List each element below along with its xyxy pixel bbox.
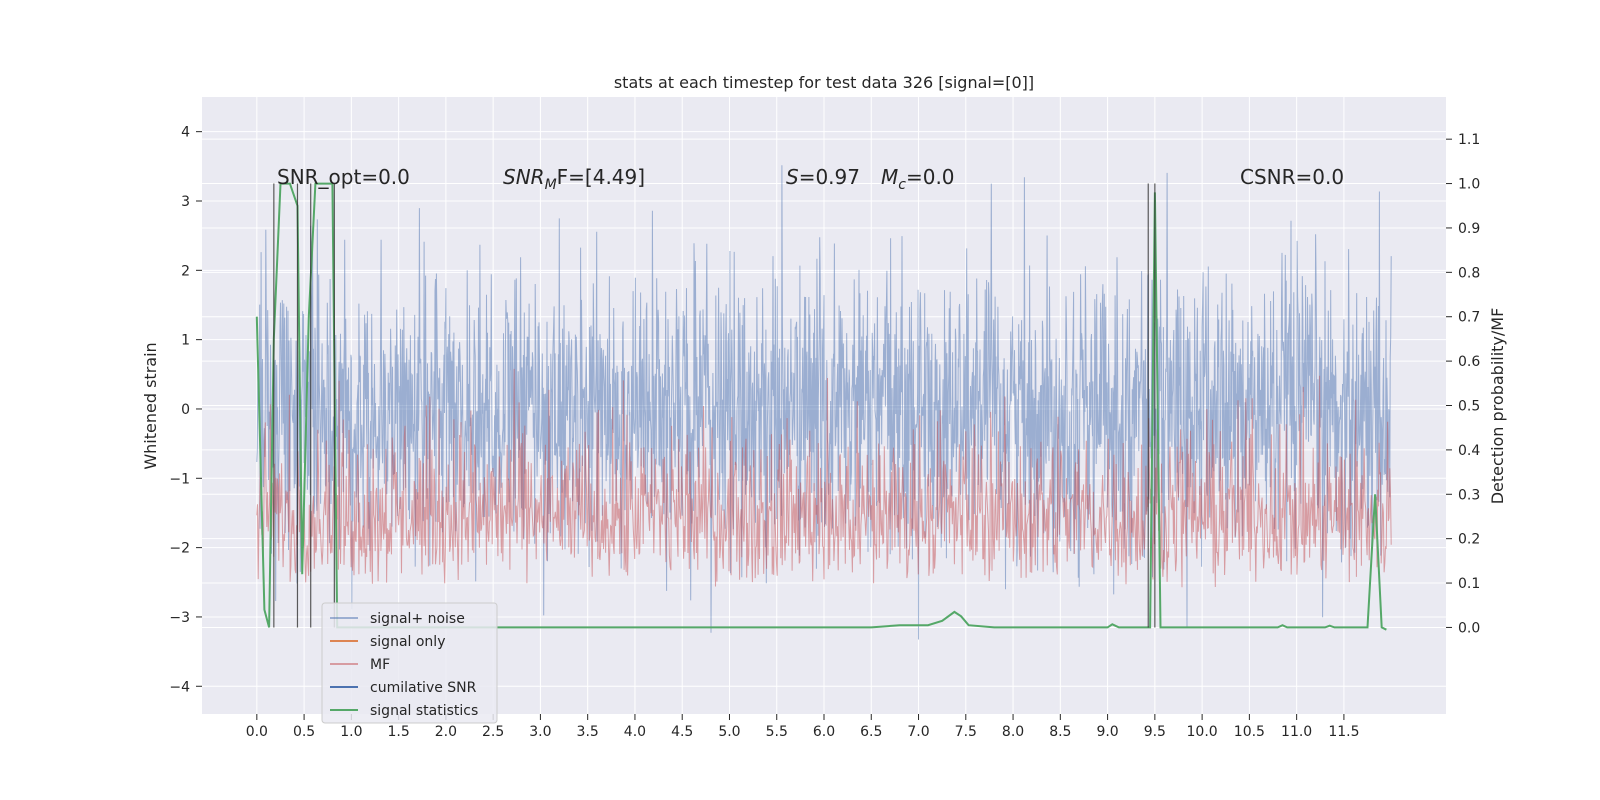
x-tick-label: 9.5 <box>1144 724 1166 740</box>
x-tick-label: 11.5 <box>1328 724 1359 740</box>
annotation-mc-sub: c <box>898 177 906 193</box>
annotation-s-value: =0.97 <box>799 165 860 189</box>
x-tick-label: 3.5 <box>577 724 599 740</box>
y-tick-label: −3 <box>169 610 190 626</box>
annotation-snr-mf: SNRMF=[4.49] <box>503 165 645 193</box>
x-tick-label: 3.0 <box>529 724 551 740</box>
x-tick-label: 7.5 <box>955 724 977 740</box>
annotation-snr-mf-base: SNR <box>503 165 545 189</box>
legend-label: MF <box>370 657 390 673</box>
x-tick-label: 8.0 <box>1002 724 1024 740</box>
x-tick-label: 6.5 <box>860 724 882 740</box>
x-tick-label: 1.0 <box>340 724 362 740</box>
legend-label: signal only <box>370 634 445 650</box>
y2-tick-label: 0.6 <box>1458 354 1480 370</box>
x-tick-label: 2.0 <box>435 724 457 740</box>
x-tick-label: 10.5 <box>1234 724 1265 740</box>
x-tick-label: 1.5 <box>387 724 409 740</box>
y2-tick-label: 0.1 <box>1458 576 1480 592</box>
y2-tick-label: 1.1 <box>1458 132 1480 148</box>
y2-tick-label: 0.7 <box>1458 310 1480 326</box>
y-tick-label: 3 <box>181 194 190 210</box>
y2-tick-label: 0.4 <box>1458 443 1480 459</box>
x-tick-label: 5.5 <box>766 724 788 740</box>
y2-tick-label: 0.8 <box>1458 265 1480 281</box>
series-layer <box>255 165 1392 640</box>
y2-tick-label: 0.2 <box>1458 532 1480 548</box>
y-tick-label: −1 <box>169 471 190 487</box>
axes: 0.0 0.5 1.0 1.5 2.0 2.5 3.0 3.5 4.0 4.5 5.0 5.5 6.0 6… <box>169 125 1480 740</box>
annotation-snr-mf-rest: F=[4.49] <box>557 165 645 189</box>
annotation-mc-base: M <box>881 165 898 189</box>
annotation-s-label: S <box>786 165 799 189</box>
annotation-s: S=0.97 <box>786 165 860 189</box>
x-tick-label: 7.0 <box>907 724 929 740</box>
x-tick-label: 0.0 <box>246 724 268 740</box>
legend-label: cumilative SNR <box>370 680 477 696</box>
y-tick-label: −2 <box>169 541 190 557</box>
y2-tick-label: 0.0 <box>1458 620 1480 636</box>
annotation-snr-mf-sub: M <box>545 177 557 193</box>
annotation-csnr: CSNR=0.0 <box>1240 165 1344 189</box>
vertical-markers <box>273 183 1156 628</box>
x-tick-label: 0.5 <box>293 724 315 740</box>
y-axis-label: Whitened strain <box>141 342 160 469</box>
series-mf-line <box>256 368 1392 588</box>
chart-title: stats at each timestep for test data 326… <box>614 73 1034 92</box>
x-tick-label: 6.0 <box>813 724 835 740</box>
legend: signal+ noise signal only MF cumilative SNR… <box>321 602 498 724</box>
legend-label: signal+ noise <box>370 611 465 627</box>
x-tick-label: 5.0 <box>718 724 740 740</box>
x-tick-label: 4.0 <box>624 724 646 740</box>
y-tick-label: 2 <box>181 263 190 279</box>
x-tick-label: 11.0 <box>1281 724 1312 740</box>
x-tick-label: 10.0 <box>1187 724 1218 740</box>
y2-tick-label: 1.0 <box>1458 177 1480 193</box>
y2-tick-label: 0.9 <box>1458 221 1480 237</box>
annotations: SNR_opt=0.0 SNRMF=[4.49] S=0.97 Mc=0.0 C… <box>277 165 1344 193</box>
y-tick-label: 1 <box>181 333 190 349</box>
annotation-mc-value: =0.0 <box>906 165 955 189</box>
y-tick-label: 0 <box>181 402 190 418</box>
legend-box <box>321 602 498 724</box>
x-tick-label: 4.5 <box>671 724 693 740</box>
x-tick-label: 2.5 <box>482 724 504 740</box>
annotation-snr-opt: SNR_opt=0.0 <box>277 165 410 189</box>
series-signal-noise-line <box>256 165 1392 640</box>
y2-tick-label: 0.5 <box>1458 399 1480 415</box>
y2-axis-label: Detection probability/MF <box>1488 308 1507 505</box>
x-tick-label: 9.0 <box>1096 724 1118 740</box>
y-tick-label: −4 <box>169 679 190 695</box>
y-tick-label: 4 <box>181 125 190 141</box>
y2-tick-label: 0.3 <box>1458 487 1480 503</box>
series-signal-statistics-line <box>255 182 1387 631</box>
annotation-mc: Mc=0.0 <box>881 165 955 193</box>
legend-label: signal statistics <box>370 703 478 719</box>
x-tick-label: 8.5 <box>1049 724 1071 740</box>
